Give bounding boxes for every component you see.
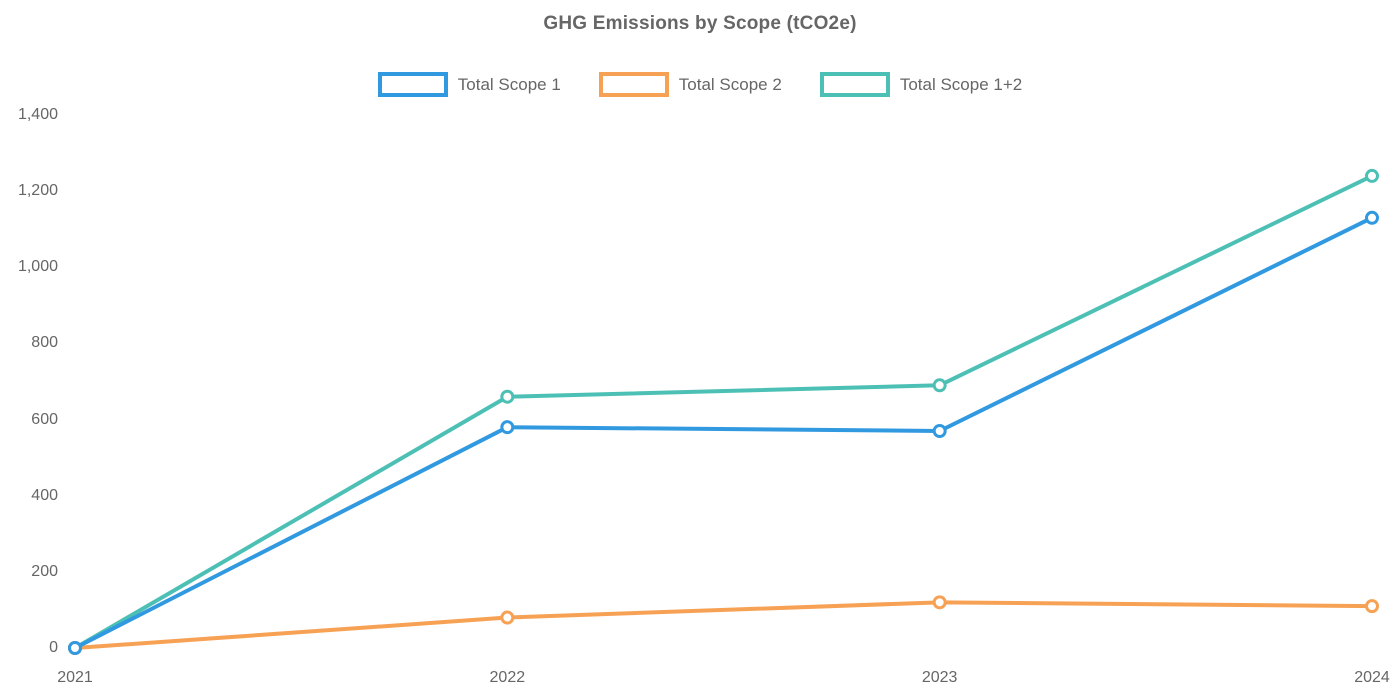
legend-swatch-total-scope-2 <box>598 72 669 97</box>
y-axis-tick-1200: 1,200 <box>17 182 58 200</box>
y-axis-tick-0: 0 <box>49 639 58 656</box>
legend-label-total-scope-1: Total Scope 1 <box>457 74 561 94</box>
legend-swatch-total-scope-1-2 <box>819 72 890 97</box>
legend-item-total-scope-2[interactable]: Total Scope 2 <box>598 72 782 97</box>
x-axis-tick-2023: 2023 <box>921 669 958 686</box>
y-axis-tick-1400: 1,400 <box>17 106 58 123</box>
series-line-total-scope-2 <box>73 600 1374 650</box>
data-point-total-scope-1-2022 <box>500 420 515 435</box>
y-axis-tick-200: 200 <box>31 562 58 580</box>
legend-item-total-scope-1[interactable]: Total Scope 1 <box>377 72 561 97</box>
data-point-total-scope-2-2024 <box>1365 599 1379 614</box>
legend-item-total-scope-1-2[interactable]: Total Scope 1+2 <box>819 72 1023 97</box>
series-line-total-scope-1-2 <box>73 173 1374 650</box>
legend-swatch-total-scope-1 <box>377 72 448 97</box>
x-axis-tick-2021: 2021 <box>57 669 93 686</box>
series-line-total-scope-1 <box>73 215 1374 650</box>
y-axis-tick-600: 600 <box>31 410 58 428</box>
x-axis-tick-2022: 2022 <box>489 669 526 686</box>
legend-label-total-scope-2: Total Scope 2 <box>678 74 782 94</box>
chart-legend: Total Scope 1 Total Scope 2 Total Scope 1+… <box>0 72 1400 97</box>
data-point-total-scope-1-2-2024 <box>1365 168 1379 183</box>
data-point-total-scope-2-2023 <box>932 595 947 610</box>
data-point-total-scope-2-2022 <box>500 610 515 625</box>
y-axis-tick-800: 800 <box>31 334 58 352</box>
data-point-total-scope-1-2021 <box>68 641 82 655</box>
chart-title: GHG Emissions by Scope (tCO2e) <box>543 13 857 34</box>
x-axis-tick-2024: 2024 <box>1354 669 1390 686</box>
data-point-total-scope-1-2-2023 <box>932 378 947 393</box>
data-point-total-scope-1-2023 <box>932 423 947 438</box>
legend-label-total-scope-1-2: Total Scope 1+2 <box>899 74 1023 94</box>
y-axis-tick-400: 400 <box>31 486 58 504</box>
y-axis-tick-1000: 1,000 <box>17 258 58 276</box>
data-point-total-scope-1-2-2022 <box>500 389 515 404</box>
data-point-total-scope-1-2024 <box>1365 210 1379 225</box>
